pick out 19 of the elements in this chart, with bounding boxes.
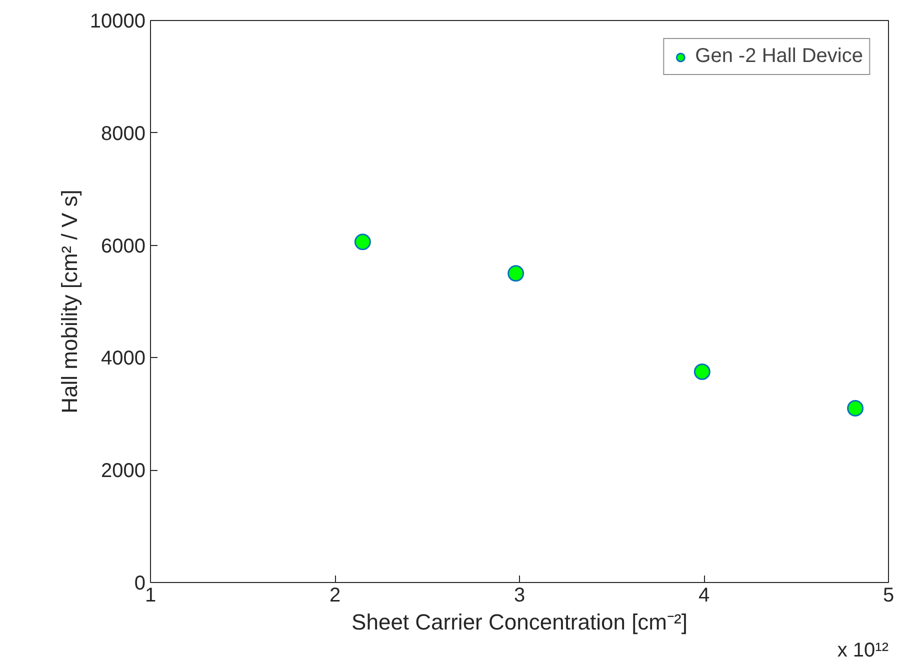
- y-tick-label: 8000: [101, 122, 146, 145]
- x-axis-title: Sheet Carrier Concentration [cm⁻²]: [352, 610, 688, 634]
- x-tick-label: 1: [144, 584, 156, 606]
- point: [508, 265, 524, 282]
- point: [354, 234, 371, 250]
- y-tick-label: 4000: [101, 348, 146, 370]
- x-tick-label: 5: [882, 584, 894, 606]
- x-tick-label: 4: [698, 584, 710, 606]
- text: x 10¹²: [837, 640, 889, 661]
- y-tick-label: 2000: [101, 460, 146, 482]
- point: [694, 364, 710, 380]
- x-tick-label: 3: [514, 584, 526, 606]
- legend-label: Gen -2 Hall Device: [695, 45, 863, 68]
- y-axis-title: Hall mobility [cm² / V s]: [56, 190, 82, 414]
- point: [847, 400, 864, 417]
- y-tick-label: 10000: [90, 10, 146, 32]
- x-tick-label: 2: [329, 584, 341, 606]
- y-tick-label: 6000: [101, 235, 146, 258]
- y-tick-label: 0: [134, 572, 146, 594]
